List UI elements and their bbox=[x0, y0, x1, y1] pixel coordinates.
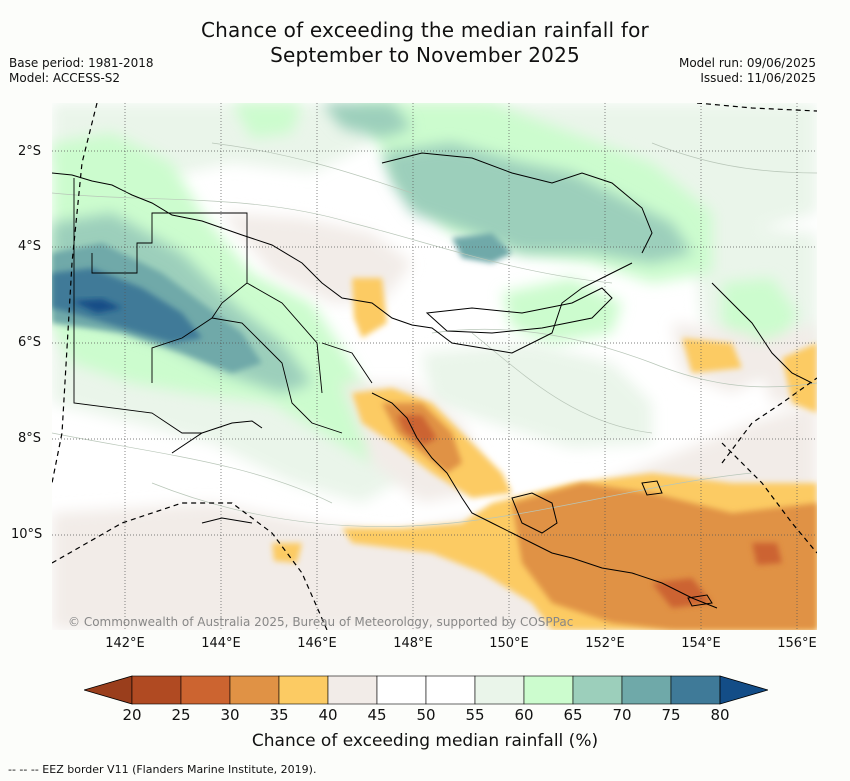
colorbar-tick-label: 50 bbox=[416, 706, 436, 724]
probability-field-75-80 bbox=[52, 268, 202, 343]
model-name: Model: ACCESS-S2 bbox=[9, 71, 121, 85]
contour-lines bbox=[52, 142, 817, 527]
lon-label: 148°E bbox=[393, 636, 433, 651]
colorbar-tick-label: 65 bbox=[563, 706, 583, 724]
lat-label: 8°S bbox=[18, 431, 42, 446]
lon-label: 146°E bbox=[297, 636, 337, 651]
colorbar-tick-label: 45 bbox=[367, 706, 387, 724]
lat-label: 10°S bbox=[11, 527, 43, 542]
colorbar-over-arrow bbox=[719, 675, 768, 705]
meta-right: Model run: 09/06/2025 Issued: 11/06/2025 bbox=[679, 56, 816, 86]
colorbar-tick-label: 35 bbox=[269, 706, 289, 724]
lon-label: 152°E bbox=[585, 636, 625, 651]
colorbar-tick-label: 80 bbox=[710, 706, 730, 724]
meta-left: Base period: 1981-2018 Model: ACCESS-S2 bbox=[9, 56, 154, 86]
colorbar-tick-label: 40 bbox=[318, 706, 338, 724]
colorbar-segment bbox=[327, 675, 378, 705]
colorbar-tick-label: 20 bbox=[122, 706, 142, 724]
eez-legend: -- -- -- EEZ border V11 (Flanders Marine… bbox=[8, 763, 317, 776]
colorbar-under-arrow bbox=[84, 675, 133, 705]
colorbar-tick-label: 75 bbox=[661, 706, 681, 724]
eez-borders bbox=[52, 103, 817, 630]
base-period: Base period: 1981-2018 bbox=[9, 56, 154, 70]
title-line-1: Chance of exceeding the median rainfall … bbox=[201, 18, 649, 42]
lat-label: 6°S bbox=[18, 335, 42, 350]
colorbar-segment bbox=[180, 675, 231, 705]
colorbar-segment bbox=[131, 675, 182, 705]
colorbar-segment bbox=[621, 675, 672, 705]
title-line-2: September to November 2025 bbox=[270, 43, 580, 67]
colorbar-tick-label: 25 bbox=[171, 706, 191, 724]
colorbar-segment bbox=[523, 675, 574, 705]
colorbar-segment bbox=[425, 675, 476, 705]
colorbar-tick-label: 60 bbox=[514, 706, 534, 724]
colorbar-segment bbox=[572, 675, 623, 705]
copyright-text: © Commonwealth of Australia 2025, Bureau… bbox=[68, 615, 573, 629]
probability-field-above-80 bbox=[72, 299, 122, 313]
colorbar-segment bbox=[474, 675, 525, 705]
colorbar-segment bbox=[376, 675, 427, 705]
lat-label: 4°S bbox=[18, 239, 42, 254]
map-title: Chance of exceeding the median rainfall … bbox=[0, 18, 850, 68]
graticule bbox=[52, 103, 817, 630]
lon-label: 144°E bbox=[201, 636, 241, 651]
colorbar-tick-label: 70 bbox=[612, 706, 632, 724]
colorbar-label: Chance of exceeding median rainfall (%) bbox=[251, 731, 599, 751]
colorbar-tick-label: 30 bbox=[220, 706, 240, 724]
borders bbox=[73, 178, 373, 434]
colorbar-segment bbox=[278, 675, 329, 705]
rainfall-map: © Commonwealth of Australia 2025, Bureau… bbox=[52, 103, 817, 630]
lat-label: 2°S bbox=[18, 144, 42, 159]
lon-label: 150°E bbox=[489, 636, 529, 651]
lon-label: 154°E bbox=[681, 636, 721, 651]
colorbar-tick-label: 55 bbox=[465, 706, 485, 724]
issued-date: Issued: 11/06/2025 bbox=[700, 71, 816, 85]
lon-label: 156°E bbox=[777, 636, 817, 651]
coastlines bbox=[52, 152, 813, 609]
model-run: Model run: 09/06/2025 bbox=[678, 56, 816, 70]
lon-label: 142°E bbox=[105, 636, 145, 651]
colorbar bbox=[84, 675, 768, 705]
colorbar-segment bbox=[229, 675, 280, 705]
colorbar-segment bbox=[670, 675, 721, 705]
